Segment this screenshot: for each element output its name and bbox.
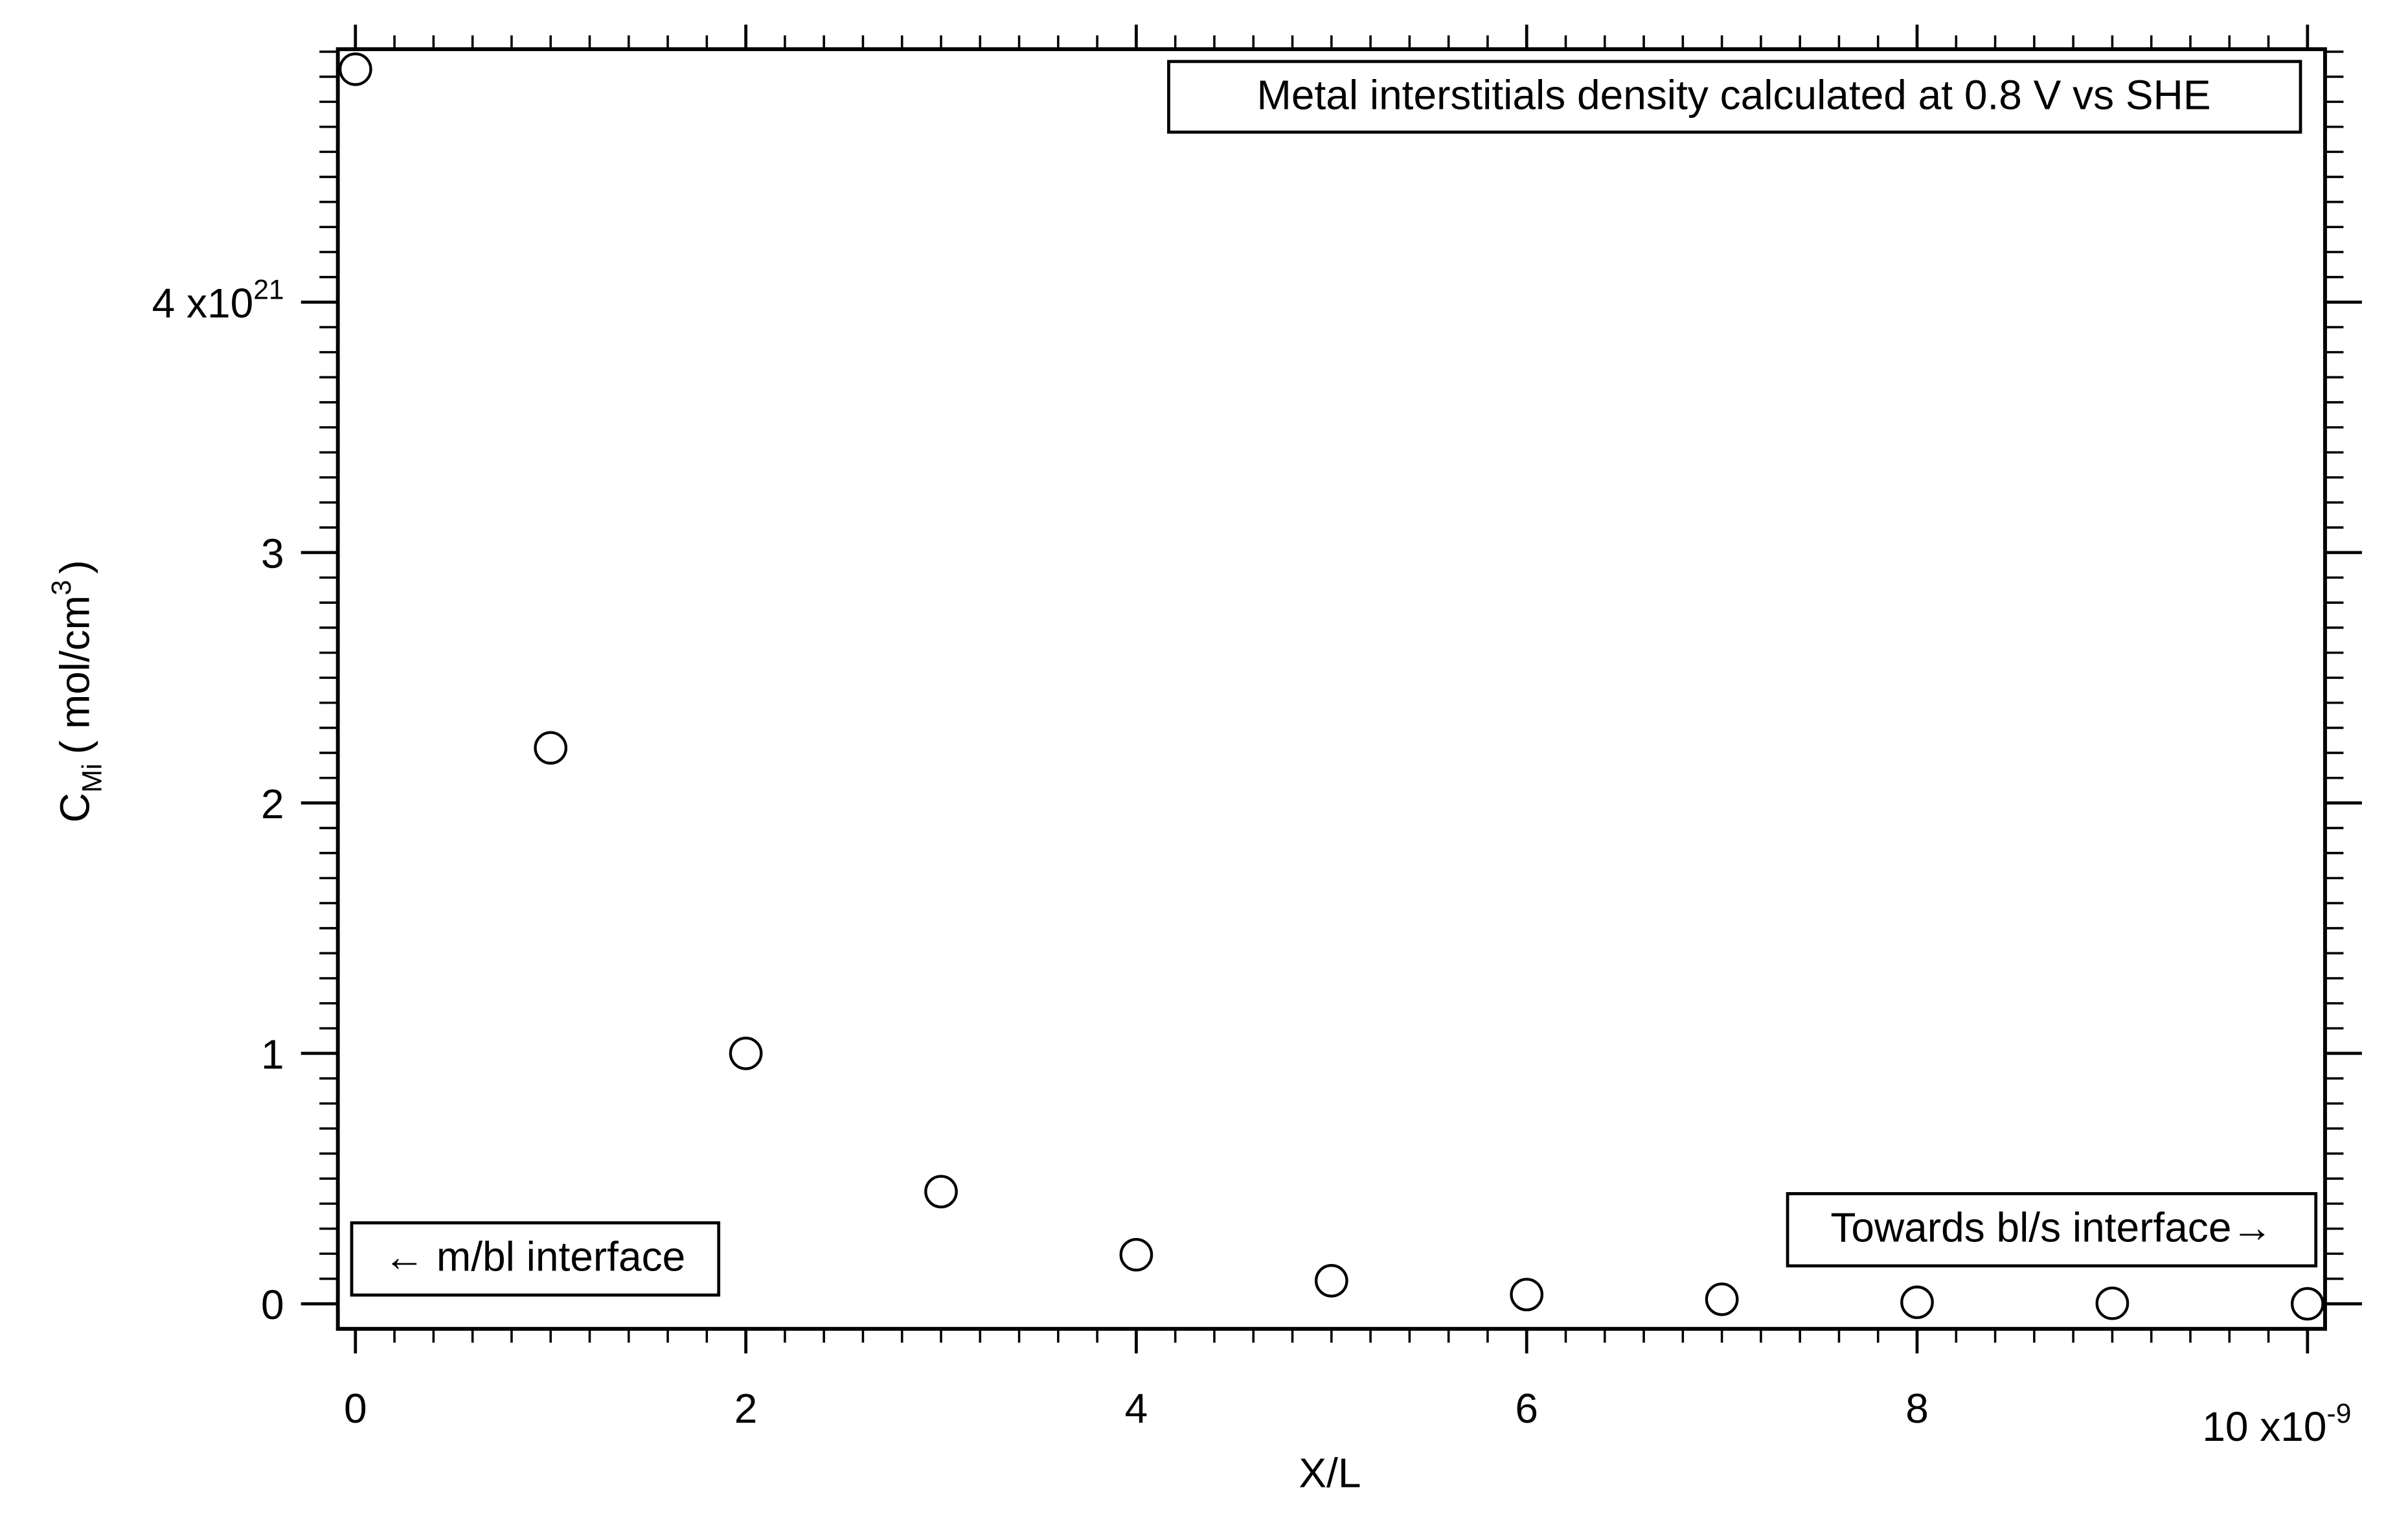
data-point <box>2290 1287 2324 1321</box>
data-point <box>924 1175 958 1209</box>
y-label-subscript: Mi <box>76 764 108 793</box>
y-label-text: C <box>52 793 98 823</box>
data-point <box>1900 1285 1934 1319</box>
y-tick-label: 2 <box>261 781 284 827</box>
data-point <box>534 731 568 765</box>
annotation-box <box>1167 60 2302 134</box>
x-tick-label: 10 x10-9 <box>2202 1398 2351 1450</box>
data-point <box>1314 1264 1348 1298</box>
tick-label-superscript: 21 <box>253 275 284 306</box>
data-point <box>2095 1286 2130 1320</box>
data-point <box>1510 1278 1544 1312</box>
annotation-box <box>350 1221 721 1297</box>
y-tick-label: 3 <box>261 531 284 577</box>
plot-frame <box>335 47 2327 1331</box>
annotation-box <box>1786 1192 2318 1268</box>
data-point <box>338 52 372 86</box>
x-tick-label: 4 <box>1125 1385 1148 1432</box>
tick-label-text: 4 x10 <box>152 280 254 327</box>
tick-label-superscript: -9 <box>2327 1398 2352 1429</box>
x-axis-label: X/L <box>1299 1449 1361 1496</box>
data-point <box>729 1037 763 1070</box>
data-point <box>1119 1237 1153 1272</box>
annotation: ← m/bl interface <box>383 1233 685 1280</box>
x-tick-label: 8 <box>1905 1385 1929 1432</box>
y-tick-label: 1 <box>261 1031 284 1078</box>
x-tick-label: 6 <box>1515 1385 1538 1432</box>
data-point <box>1705 1282 1739 1316</box>
y-tick-label: 0 <box>261 1281 284 1328</box>
annotation: Metal interstitials density calculated a… <box>1257 72 2211 119</box>
y-axis-label: CMi ( mol/cm3) <box>46 560 108 822</box>
x-tick-label: 2 <box>734 1385 758 1432</box>
x-tick-label: 0 <box>344 1385 367 1432</box>
y-label-superscript: 3 <box>46 580 77 595</box>
annotation: Towards bl/s interface→ <box>1830 1204 2273 1250</box>
tick-label-text: 10 x10 <box>2202 1403 2326 1450</box>
y-tick-label: 4 x1021 <box>152 275 284 327</box>
y-label-text: ) <box>52 560 98 573</box>
y-label-text: ( mol/cm <box>52 595 98 754</box>
